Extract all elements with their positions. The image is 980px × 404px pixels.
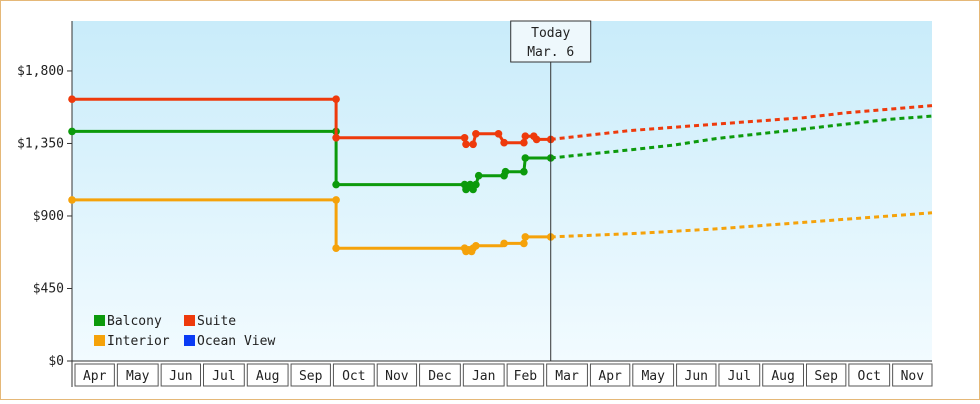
y-tick-label: $0 <box>48 354 64 369</box>
legend: Balcony Suite Interior Ocean View <box>94 314 275 349</box>
plot-background <box>72 21 932 361</box>
x-tick-label: Apr <box>83 369 107 384</box>
interior-data-point <box>500 239 508 248</box>
x-month-cell <box>462 363 505 387</box>
suite-data-point <box>332 95 340 103</box>
x-tick-label: Apr <box>598 369 622 384</box>
interior-data-point <box>472 242 480 250</box>
x-tick-label: Jun <box>685 369 708 384</box>
x-month-cell <box>632 363 675 387</box>
suite-data-point <box>462 140 470 149</box>
x-month-cell <box>892 363 933 387</box>
interior-data-point <box>332 244 340 252</box>
x-tick-label: Nov <box>901 369 925 384</box>
legend-label: Suite <box>197 314 236 329</box>
balcony-data-point <box>472 180 480 189</box>
suite-data-point <box>494 130 503 138</box>
legend-swatch <box>94 335 105 346</box>
balcony-data-point <box>68 127 76 136</box>
legend-label: Interior <box>107 334 170 349</box>
x-month-cell <box>116 363 159 387</box>
balcony-forecast-line <box>550 114 933 160</box>
today-date-label: Mar. 6 <box>527 45 574 60</box>
suite-data-point <box>520 138 528 147</box>
interior-data-point <box>332 196 340 204</box>
legend-label: Ocean View <box>197 334 275 349</box>
x-tick-label: Aug <box>256 369 279 384</box>
suite-forecast-line <box>550 104 933 141</box>
x-tick-label: Jan <box>472 369 495 384</box>
suite-data-point <box>469 140 477 149</box>
x-month-cell <box>290 363 331 387</box>
x-tick-label: Feb <box>514 369 538 384</box>
legend-swatch <box>94 315 105 326</box>
today-box <box>510 20 592 63</box>
suite-data-point <box>500 138 508 147</box>
x-month-cell <box>203 363 245 387</box>
x-tick-label: May <box>641 369 665 384</box>
x-tick-label: Aug <box>771 369 794 384</box>
x-month-cell <box>332 363 375 387</box>
interior-data-point <box>521 233 530 241</box>
suite-data-point <box>521 132 530 140</box>
x-month-cell <box>848 363 891 387</box>
interior-forecast-line <box>550 211 933 239</box>
balcony-data-point <box>332 180 340 189</box>
x-month-cell <box>589 363 631 387</box>
today-marker: Today Mar. 6 <box>510 20 592 361</box>
interior-data-point <box>68 196 76 204</box>
x-tick-label: Oct <box>342 369 365 384</box>
suite-data-point <box>460 134 469 142</box>
legend-label: Balcony <box>107 314 162 329</box>
balcony-data-point <box>501 167 510 176</box>
x-tick-label: Sep <box>814 369 838 384</box>
suite-data-point <box>332 134 340 142</box>
x-month-cell <box>74 363 115 387</box>
balcony-data-point <box>520 167 528 176</box>
suite-data-point <box>472 130 480 138</box>
x-month-cell <box>546 363 588 387</box>
x-month-cell <box>805 363 847 387</box>
x-tick-label: Sep <box>299 369 323 384</box>
x-tick-label: Oct <box>858 369 881 384</box>
x-tick-label: May <box>126 369 150 384</box>
today-label: Today <box>531 26 570 41</box>
x-month-cell <box>762 363 804 387</box>
x-tick-label: Nov <box>385 369 409 384</box>
x-month-cell <box>718 363 761 387</box>
x-month-cell <box>246 363 289 387</box>
y-tick-label: $900 <box>33 209 64 224</box>
x-tick-label: Mar <box>555 369 579 384</box>
x-tick-label: Jul <box>212 369 235 384</box>
x-month-cell <box>676 363 717 387</box>
suite-data-point <box>532 135 541 144</box>
x-month-cell <box>419 363 461 387</box>
y-tick-label: $450 <box>33 281 64 296</box>
x-month-cell <box>376 363 418 387</box>
x-month-cell <box>506 363 545 387</box>
x-tick-label: Dec <box>428 369 451 384</box>
legend-swatch <box>184 315 195 326</box>
balcony-data-point <box>521 154 530 162</box>
y-tick-label: $1,800 <box>17 64 64 79</box>
y-tick-label: $1,350 <box>17 136 64 151</box>
legend-swatch <box>184 335 195 346</box>
x-month-cell <box>160 363 202 387</box>
suite-data-point <box>68 95 76 103</box>
balcony-data-point <box>474 171 483 180</box>
x-tick-label: Jul <box>728 369 751 384</box>
interior-data-point <box>520 239 528 248</box>
x-tick-label: Jun <box>169 369 192 384</box>
